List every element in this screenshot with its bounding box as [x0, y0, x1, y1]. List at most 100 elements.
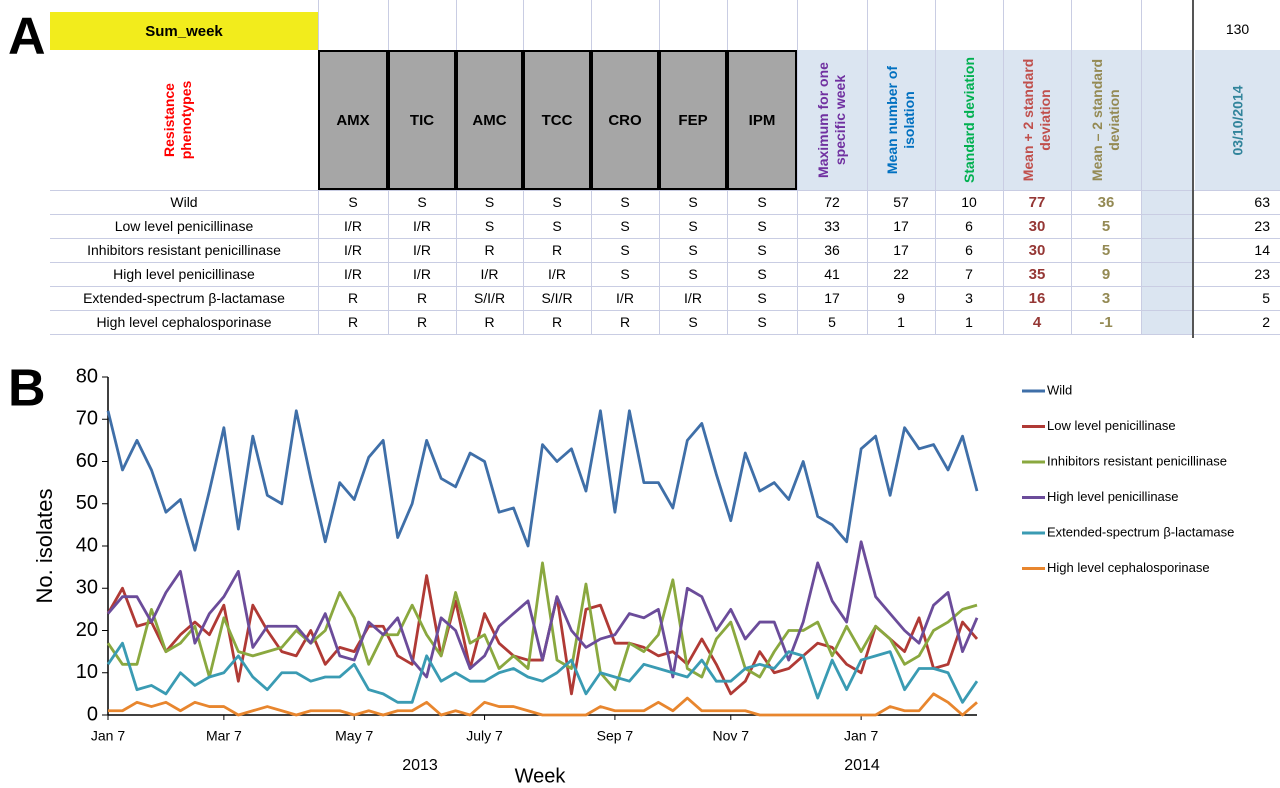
corner-label: Sum_week — [50, 12, 318, 50]
stat-value: 35 — [1028, 265, 1046, 283]
stat-value: 5 — [1101, 241, 1111, 259]
antibiotic-header: AMX — [318, 50, 388, 190]
susceptibility: R — [416, 314, 428, 330]
x-tick-label: May 7 — [335, 728, 373, 744]
susceptibility: S — [688, 314, 698, 330]
x-tick-label: Nov 7 — [712, 728, 749, 744]
stat-value: 30 — [1028, 241, 1046, 259]
susceptibility: S — [620, 218, 630, 234]
susceptibility: S — [620, 194, 630, 210]
x-tick-label: Jan 7 — [844, 728, 878, 744]
susceptibility: S — [757, 266, 767, 282]
antibiotic-header: TIC — [388, 50, 456, 190]
stat-header: Mean – 2 standard deviation — [1089, 58, 1122, 182]
stat-value: 17 — [893, 218, 909, 234]
susceptibility: S — [620, 242, 630, 258]
susceptibility: S — [688, 266, 698, 282]
susceptibility: S — [484, 218, 495, 234]
table-grid-line — [50, 286, 1280, 287]
susceptibility: I/R — [413, 218, 431, 234]
susceptibility: R — [484, 242, 495, 258]
susceptibility: S — [757, 218, 767, 234]
susceptibility: I/R — [344, 242, 362, 258]
susceptibility: S — [688, 194, 698, 210]
susceptibility: S — [757, 314, 767, 330]
x-tick-label: July 7 — [466, 728, 503, 744]
susceptibility: S — [688, 242, 698, 258]
count: 14 — [1254, 242, 1270, 258]
legend-label: High level penicillinase — [1047, 489, 1179, 504]
count: 23 — [1254, 218, 1270, 234]
stat-value: 17 — [824, 290, 840, 306]
susceptibility: R — [551, 314, 563, 330]
table-grid-line — [50, 310, 1280, 311]
x-axis-label: Week — [515, 765, 567, 787]
year-label: 2013 — [402, 757, 438, 774]
phenotype: Extended-spectrum β-lactamase — [83, 290, 285, 306]
stat-value: 1 — [965, 314, 973, 330]
susceptibility: S — [552, 218, 562, 234]
stat-value: 10 — [961, 194, 977, 210]
row-header: Resistance phenotypes — [161, 80, 194, 160]
date-header: 03/10/2014 — [1229, 84, 1246, 156]
susceptibility: S/I/R — [541, 290, 573, 306]
stat-header: Standard deviation — [960, 56, 977, 184]
stat-value: 7 — [965, 266, 973, 282]
stat-value: 22 — [893, 266, 909, 282]
header-shade — [797, 50, 1192, 190]
antibiotic-header: AMC — [456, 50, 523, 190]
susceptibility: R — [347, 290, 359, 306]
legend-label: Extended-spectrum β-lactamase — [1047, 524, 1234, 539]
susceptibility: I/R — [413, 266, 431, 282]
susceptibility: I/R — [684, 290, 702, 306]
stat-value: 9 — [897, 290, 905, 306]
x-tick-label: Mar 7 — [206, 728, 242, 744]
stat-value: 57 — [893, 194, 909, 210]
series-line — [106, 409, 979, 552]
table-grid-line — [50, 190, 1280, 191]
stat-value: 1 — [897, 314, 905, 330]
antibiotic-header: CRO — [591, 50, 659, 190]
phenotype: High level cephalosporinase — [96, 314, 272, 330]
y-tick-label: 30 — [76, 577, 98, 599]
stat-value: -1 — [1099, 313, 1113, 331]
susceptibility: R — [619, 314, 631, 330]
stat-value: 36 — [824, 242, 840, 258]
y-tick-label: 10 — [76, 661, 98, 683]
series-line — [106, 561, 978, 692]
stat-header: Maximum for one specific week — [815, 62, 848, 178]
antibiotic-header: FEP — [659, 50, 727, 190]
stat-value: 30 — [1028, 217, 1046, 235]
y-tick-label: 80 — [76, 365, 98, 387]
stat-value: 72 — [824, 194, 840, 210]
stat-value: 36 — [1097, 193, 1115, 211]
table-grid-line — [50, 334, 1280, 335]
count: 23 — [1254, 266, 1270, 282]
stat-value: 6 — [965, 242, 973, 258]
table-grid-line — [867, 0, 868, 334]
series-line — [108, 692, 978, 717]
panel-label: B — [8, 360, 46, 418]
panel-label: A — [8, 8, 46, 66]
count: 5 — [1262, 290, 1270, 306]
susceptibility: R — [484, 314, 495, 330]
count: 2 — [1262, 314, 1270, 330]
susceptibility: S — [757, 290, 767, 306]
susceptibility: S — [348, 194, 358, 210]
susceptibility: I/R — [344, 266, 362, 282]
series-line — [106, 540, 979, 679]
series-line — [106, 641, 979, 704]
stat-value: 77 — [1028, 193, 1046, 211]
table-grid-line — [50, 262, 1280, 263]
table-grid-line — [50, 238, 1280, 239]
stat-header: Mean + 2 standard deviation — [1020, 58, 1053, 182]
table-grid-line — [1071, 0, 1072, 334]
table-grid-line — [797, 0, 798, 334]
stat-value: 33 — [824, 218, 840, 234]
susceptibility: I/R — [480, 266, 499, 282]
susceptibility: S — [757, 194, 767, 210]
susceptibility: I/R — [616, 290, 634, 306]
susceptibility: S — [552, 194, 562, 210]
susceptibility: R — [347, 314, 359, 330]
